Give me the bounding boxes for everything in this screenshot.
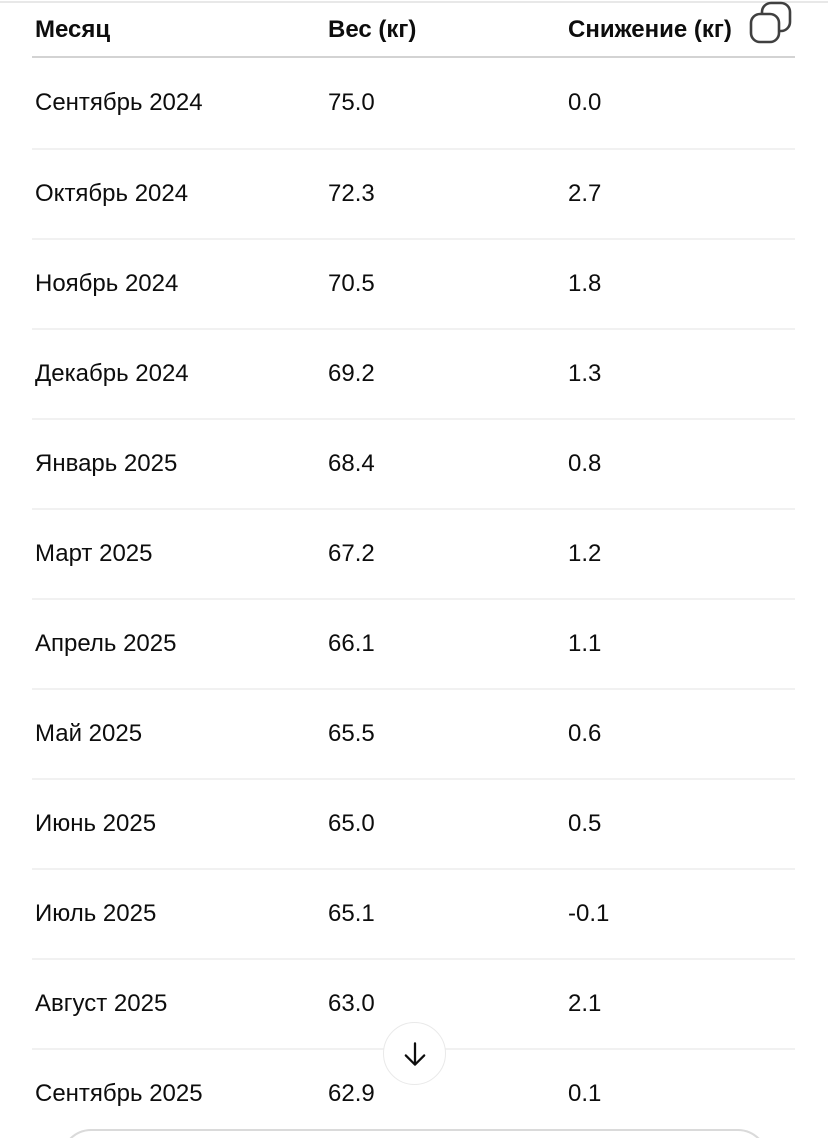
cell-loss: 2.7	[568, 179, 602, 207]
cell-month: Апрель 2025	[35, 629, 177, 657]
table-row: Март 2025 67.2 1.2	[32, 508, 795, 598]
weight-table: Месяц Вес (кг) Снижение (кг) Сентябрь 20…	[32, 4, 795, 1138]
cell-weight: 62.9	[328, 1079, 375, 1107]
cell-weight: 65.0	[328, 809, 375, 837]
cell-loss: 0.0	[568, 88, 602, 116]
column-header-loss: Снижение (кг)	[568, 15, 732, 43]
table-row: Сентябрь 2024 75.0 0.0	[32, 58, 795, 148]
cell-loss: 0.1	[568, 1079, 602, 1107]
cell-loss: 1.2	[568, 539, 602, 567]
cell-weight: 66.1	[328, 629, 375, 657]
message-input[interactable]	[61, 1129, 768, 1138]
cell-weight: 63.0	[328, 989, 375, 1017]
cell-weight: 65.1	[328, 899, 375, 927]
arrow-down-icon	[404, 1041, 425, 1066]
table-row: Июнь 2025 65.0 0.5	[32, 778, 795, 868]
cell-month: Июнь 2025	[35, 809, 157, 837]
cell-weight: 65.5	[328, 719, 375, 747]
column-header-month: Месяц	[35, 15, 111, 43]
cell-weight: 72.3	[328, 179, 375, 207]
cell-loss: 2.1	[568, 989, 602, 1017]
cell-month: Июль 2025	[35, 899, 157, 927]
cell-month: Сентябрь 2024	[35, 88, 203, 116]
cell-loss: 1.3	[568, 359, 602, 387]
cell-weight: 70.5	[328, 269, 375, 297]
cell-weight: 75.0	[328, 88, 375, 116]
cell-month: Август 2025	[35, 989, 168, 1017]
cell-weight: 67.2	[328, 539, 375, 567]
cell-loss: 1.1	[568, 629, 602, 657]
cell-loss: -0.1	[568, 899, 610, 927]
table-row: Октябрь 2024 72.3 2.7	[32, 148, 795, 238]
table-row: Август 2025 63.0 2.1	[32, 958, 795, 1048]
table-row: Декабрь 2024 69.2 1.3	[32, 328, 795, 418]
cell-loss: 0.5	[568, 809, 602, 837]
top-divider	[0, 1, 828, 3]
cell-month: Октябрь 2024	[35, 179, 189, 207]
cell-weight: 69.2	[328, 359, 375, 387]
column-header-weight: Вес (кг)	[328, 15, 417, 43]
cell-month: Январь 2025	[35, 449, 178, 477]
table-body: Сентябрь 2024 75.0 0.0 Октябрь 2024 72.3 2.7 Н…	[32, 58, 795, 1138]
table-row: Январь 2025 68.4 0.8	[32, 418, 795, 508]
cell-month: Март 2025	[35, 539, 153, 567]
cell-month: Сентябрь 2025	[35, 1079, 203, 1107]
scroll-to-bottom-button[interactable]	[383, 1022, 446, 1085]
cell-month: Май 2025	[35, 719, 143, 747]
cell-month: Декабрь 2024	[35, 359, 189, 387]
cell-weight: 68.4	[328, 449, 375, 477]
cell-loss: 0.6	[568, 719, 602, 747]
copy-table-button[interactable]	[744, 0, 796, 50]
table-header-row: Месяц Вес (кг) Снижение (кг)	[32, 4, 795, 58]
table-row: Апрель 2025 66.1 1.1	[32, 598, 795, 688]
table-row: Ноябрь 2024 70.5 1.8	[32, 238, 795, 328]
copy-icon	[749, 1, 792, 44]
cell-loss: 0.8	[568, 449, 602, 477]
cell-month: Ноябрь 2024	[35, 269, 179, 297]
table-row: Май 2025 65.5 0.6	[32, 688, 795, 778]
cell-loss: 1.8	[568, 269, 602, 297]
table-row: Июль 2025 65.1 -0.1	[32, 868, 795, 958]
